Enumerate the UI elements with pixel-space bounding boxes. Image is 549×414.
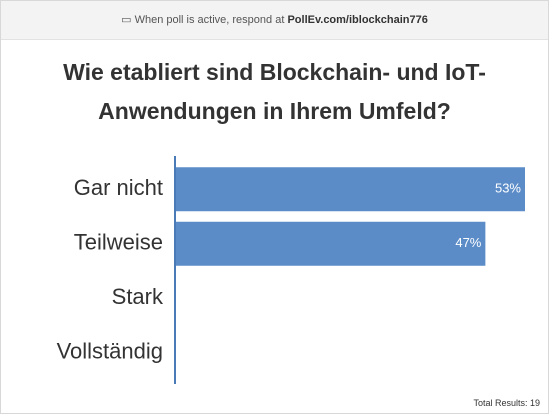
total-label: Total Results: [473,398,527,408]
bar [175,221,486,266]
chart-title: Wie etabliert sind Blockchain- und IoT-A… [63,59,486,124]
value-label: 47% [455,235,481,250]
category-label: Teilweise [74,230,163,255]
header: ▭ When poll is active, respond at PollEv… [1,1,548,40]
value-label: 53% [495,181,521,196]
category-label: Vollständig [57,339,163,364]
category-label: Stark [112,284,164,309]
bar [175,167,525,212]
category-label: Gar nicht [74,175,163,200]
total: Total Results: 19 [473,398,540,408]
header-text: When poll is active, respond at [134,14,285,26]
total-value: 19 [530,398,540,408]
header-url: PollEv.com/iblockchain776 [287,14,428,26]
